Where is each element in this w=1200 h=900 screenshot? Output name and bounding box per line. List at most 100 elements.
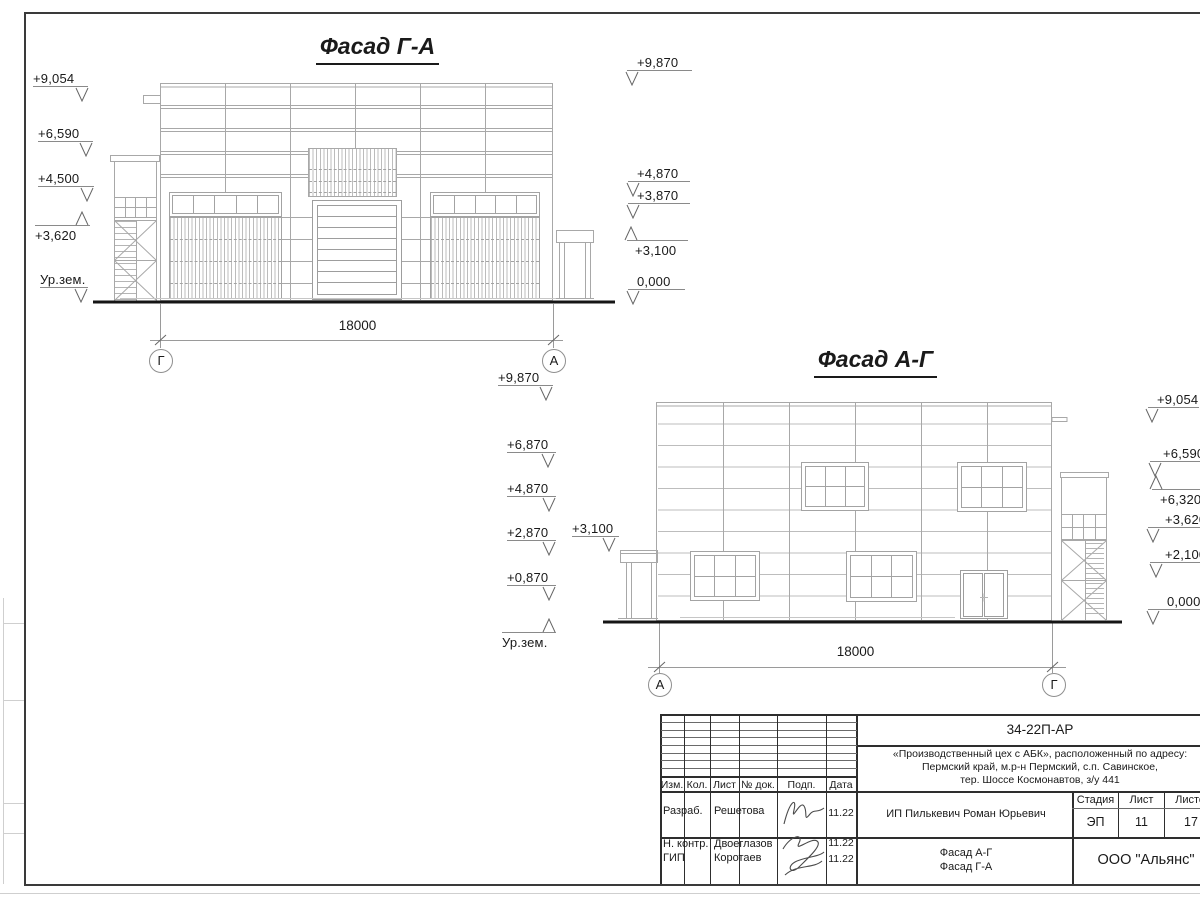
elevation-mark: Ур.зем. bbox=[40, 272, 88, 303]
elevation-mark: +3,100 bbox=[624, 226, 688, 258]
elevation-mark: +2,100 bbox=[1149, 547, 1200, 578]
stamp-sheet-value: 11 bbox=[1135, 815, 1148, 829]
elevation-arrow-down-icon bbox=[1146, 610, 1160, 625]
axis-bubble: Г bbox=[1042, 673, 1066, 697]
sheet-edge-line bbox=[0, 893, 1200, 894]
elevation-mark: +4,870 bbox=[507, 481, 556, 512]
elevation-mark: +6,870 bbox=[507, 437, 556, 468]
signature bbox=[782, 836, 825, 876]
margin-stamp-line bbox=[3, 803, 24, 804]
elevation-arrow-down-icon bbox=[75, 87, 89, 102]
elevation-mark: +9,054 bbox=[1145, 392, 1199, 423]
elevation-arrow-down-icon bbox=[79, 142, 93, 157]
margin-stamp-line bbox=[3, 833, 24, 834]
axis-bubble: А bbox=[648, 673, 672, 697]
stamp-address-line: Пермский край, м.р-н Пермский, с.п. Сави… bbox=[922, 761, 1158, 773]
stamp-client: ИП Пилькевич Роман Юрьевич bbox=[886, 808, 1046, 820]
stamp-name: Двоеглазов bbox=[714, 838, 773, 850]
elevation-mark: +4,870 bbox=[626, 166, 690, 197]
signature bbox=[783, 801, 825, 825]
facade-ag-linework bbox=[603, 402, 1122, 673]
stamp-date: 11.22 bbox=[828, 853, 854, 865]
stamp-role: ГИП bbox=[663, 852, 685, 864]
elevation-arrow-down-icon bbox=[1145, 408, 1159, 423]
facade1-right-porch bbox=[120, 230, 594, 299]
facade2-title: Фасад А-Г bbox=[788, 346, 963, 378]
elevation-mark: +6,590 bbox=[1148, 446, 1200, 477]
facade-ga-linework bbox=[93, 83, 615, 348]
frame-bottom bbox=[24, 884, 1200, 886]
elevation-mark: +4,500 bbox=[38, 171, 94, 202]
elevation-arrow-down-icon bbox=[626, 182, 640, 197]
stamp-header-list: Лист bbox=[713, 779, 736, 791]
stamp-doc-number: 34-22П-АР bbox=[1006, 722, 1074, 737]
facade2-dimension-label: 18000 bbox=[836, 644, 875, 659]
facade2-windows bbox=[690, 462, 1027, 602]
facade1-left-ribbed-wall bbox=[170, 218, 281, 298]
elevation-arrow-down-icon bbox=[625, 71, 639, 86]
elevation-arrow-down-icon bbox=[539, 386, 553, 401]
stamp-header-izm: Изм. bbox=[660, 779, 684, 791]
elevation-mark: +0,870 bbox=[507, 570, 556, 601]
stamp-name: Коротаев bbox=[714, 852, 762, 864]
stamp-header-ndok: № док. bbox=[741, 779, 775, 791]
elevation-mark: 0,000 bbox=[626, 274, 685, 305]
stamp-role: Н. контр. bbox=[663, 838, 709, 850]
margin-stamp-line bbox=[3, 598, 4, 884]
elevation-arrow-down-icon bbox=[541, 453, 555, 468]
facade1-stair-tower bbox=[110, 155, 160, 301]
elevation-arrow-up-icon bbox=[542, 618, 556, 633]
stamp-name: Решетова bbox=[714, 805, 765, 817]
stamp-organization: ООО "Альянс" bbox=[1097, 852, 1195, 868]
elevation-mark: +3,100 bbox=[572, 521, 619, 552]
elevation-arrow-down-icon bbox=[1146, 528, 1160, 543]
facade1-right-ribbed-wall bbox=[431, 218, 539, 298]
axis-bubble: А bbox=[542, 349, 566, 373]
elevation-arrow-down-icon bbox=[542, 497, 556, 512]
frame-left bbox=[24, 12, 26, 886]
stamp-header-data: Дата bbox=[829, 779, 853, 791]
facade2-stair-ladder bbox=[1086, 543, 1104, 618]
elevation-arrow-up-icon bbox=[1149, 475, 1163, 490]
elevation-mark: +9,054 bbox=[33, 71, 89, 102]
entrance-door bbox=[960, 570, 1008, 619]
elevation-mark: +6,320 bbox=[1149, 475, 1200, 507]
stamp-address-line: тер. Шоссе Космонавтов, з/у 441 bbox=[960, 774, 1120, 786]
elevation-mark: +2,870 bbox=[507, 525, 556, 556]
stamp-stage-header: Стадия bbox=[1076, 794, 1115, 806]
stamp-subject-line: Фасад Г-А bbox=[939, 861, 993, 873]
margin-stamp-line bbox=[3, 623, 24, 624]
facade2-stair-tower bbox=[680, 472, 1109, 621]
facade1-dimension-lines bbox=[150, 304, 563, 348]
elevation-arrow-down-icon bbox=[1149, 563, 1163, 578]
elevation-mark: +3,620 bbox=[1146, 512, 1200, 543]
elevation-arrow-up-icon bbox=[624, 226, 638, 241]
sectional-door bbox=[312, 200, 402, 300]
stamp-subject-line: Фасад А-Г bbox=[939, 847, 993, 859]
stamp-sheets-header: Листов bbox=[1175, 794, 1200, 806]
elevation-mark: +9,870 bbox=[625, 55, 692, 86]
facade1-dimension-label: 18000 bbox=[338, 318, 377, 333]
frame-top bbox=[24, 12, 1200, 14]
elevation-arrow-down-icon bbox=[542, 541, 556, 556]
elevation-mark: +9,870 bbox=[498, 370, 553, 401]
elevation-arrow-down-icon bbox=[626, 204, 640, 219]
axis-bubble: Г bbox=[149, 349, 173, 373]
elevation-arrow-down-icon bbox=[602, 537, 616, 552]
stamp-header-podp: Подп. bbox=[787, 779, 816, 791]
stamp-date: 11.22 bbox=[828, 837, 854, 849]
elevation-mark: +3,620 bbox=[35, 211, 90, 243]
facade1-center-ribbed-band bbox=[309, 149, 396, 196]
elevation-arrow-down-icon bbox=[74, 288, 88, 303]
margin-stamp-line bbox=[3, 700, 24, 701]
stamp-sheets-value: 17 bbox=[1184, 815, 1198, 829]
elevation-mark: +6,590 bbox=[38, 126, 93, 157]
facade1-title: Фасад Г-А bbox=[290, 33, 465, 65]
elevation-arrow-down-icon bbox=[80, 187, 94, 202]
elevation-arrow-down-icon bbox=[542, 586, 556, 601]
elevation-mark: 0,000 bbox=[1146, 594, 1200, 625]
elevation-mark: Ур.зем. bbox=[502, 618, 556, 650]
stamp-date: 11.22 bbox=[828, 807, 854, 819]
stamp-header-kol: Кол. bbox=[686, 779, 708, 791]
